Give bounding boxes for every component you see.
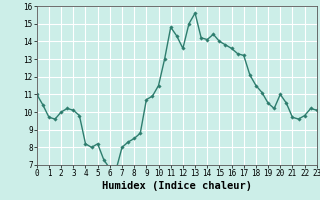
X-axis label: Humidex (Indice chaleur): Humidex (Indice chaleur) [102,181,252,191]
